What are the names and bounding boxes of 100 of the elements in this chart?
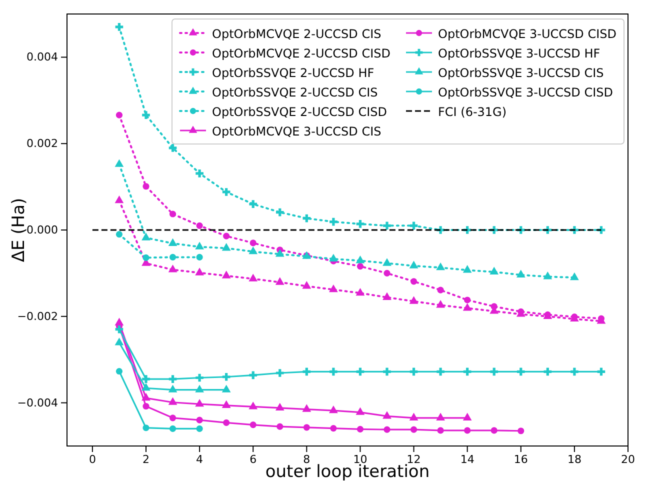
point [543,272,552,280]
point [142,382,150,391]
point [142,232,150,240]
point [410,426,418,433]
point [409,260,418,268]
legend-label: OptOrbSSVQE 2-UCCSD HF [212,66,374,80]
point [169,210,176,218]
point [437,427,444,434]
point [142,402,150,410]
point [142,424,150,432]
point [544,368,552,376]
point [410,278,418,285]
point [462,265,472,273]
point [248,246,258,254]
point [116,231,123,238]
legend-label: OptOrbMCVQE 2-UCCSD CISD [212,46,390,60]
point [222,384,231,392]
point [169,425,176,432]
point [276,423,284,430]
point [356,263,364,270]
point [490,303,498,310]
point [436,262,445,270]
point [384,270,390,276]
point [410,368,418,376]
y-tick-label: 0.000 [26,224,58,237]
point [518,428,524,434]
point [168,397,178,405]
legend-label: OptOrbMCVQE 2-UCCSD CIS [212,27,382,41]
point [303,424,310,431]
point [356,256,365,264]
legend-label: OptOrbSSVQE 3-UCCSD CISD [438,86,614,100]
point [597,368,606,376]
point [168,238,178,246]
point [195,242,204,250]
point [169,254,176,260]
point [222,270,231,278]
point [168,144,177,152]
point [463,368,472,376]
point [116,368,123,375]
point [356,368,364,376]
y-tick-label: 0.004 [26,50,58,64]
point [195,268,204,276]
point [437,286,444,294]
point [516,270,526,278]
point [142,375,150,383]
point [570,272,579,280]
y-tick-label: 0.002 [26,137,58,150]
point [196,374,204,382]
point [275,402,284,411]
point [436,300,445,308]
point [248,402,258,410]
point [464,296,471,304]
point [276,208,284,216]
point [142,111,150,119]
point [196,254,203,260]
point [356,407,365,415]
point [250,240,256,246]
point [329,405,338,414]
legend-label: OptOrbMCVQE 3-UCCSD CISD [438,27,616,41]
point [250,422,256,428]
legend-label: OptOrbSSVQE 2-UCCSD CIS [212,86,378,100]
point [249,371,258,380]
point [436,412,445,420]
point [168,375,177,383]
point [222,372,230,381]
y-tick-label: −0.002 [17,310,58,323]
point [115,23,124,31]
point [223,232,230,240]
point [383,222,391,230]
point [116,112,123,118]
point [409,412,418,420]
point [222,188,230,196]
point [142,254,150,261]
point [275,277,284,285]
point [490,427,498,434]
point [382,258,392,266]
point [168,384,178,392]
point [330,425,337,432]
point [384,426,390,433]
point [196,222,203,229]
x-tick-label: 2 [142,452,150,466]
point [302,281,312,289]
point [276,369,284,377]
y-tick-label: −0.004 [17,396,58,410]
point [464,427,471,434]
point [275,249,284,257]
x-tick-label: 6 [250,452,257,466]
point [330,368,338,376]
point [222,243,231,251]
point [248,274,258,282]
point [302,368,311,376]
point [490,368,498,376]
point [356,426,364,432]
point [196,416,203,424]
point [114,159,124,167]
point [383,368,391,376]
point [410,222,418,230]
point [249,200,258,208]
x-tick-label: 14 [460,452,474,466]
point [114,196,124,204]
